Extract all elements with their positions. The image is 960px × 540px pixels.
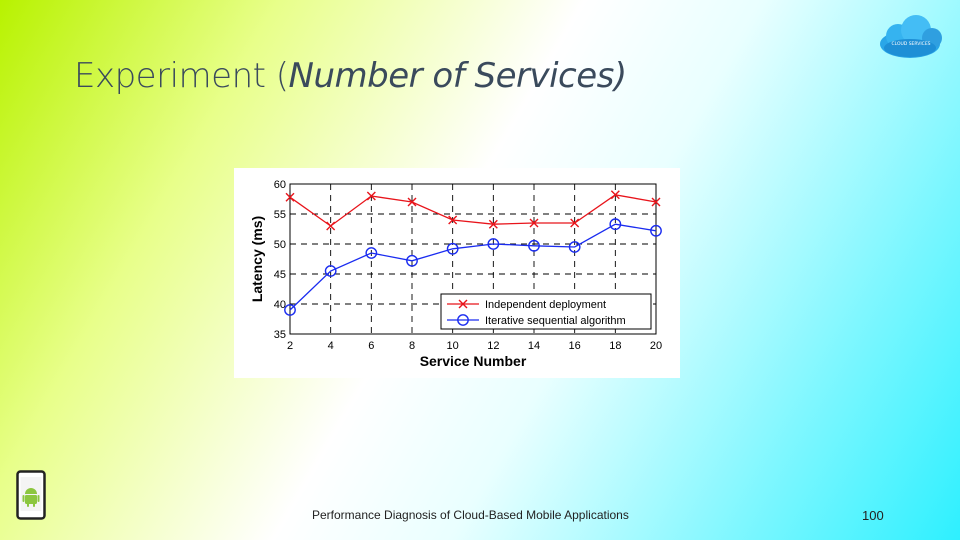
data-point-series-1 [529,218,539,228]
x-tick-label: 8 [409,340,415,352]
y-tick-label: 55 [274,209,286,221]
slide-title-italic: Number of Services) [288,56,628,96]
data-point-series-2 [650,224,662,237]
y-axis-label: Latency (ms) [249,216,265,302]
series-line-2 [289,223,657,311]
chart-panel: 2 4 6 8 10 12 14 16 18 20 35 40 45 50 55 60 Independent… [234,168,680,378]
y-tick-label: 45 [274,269,286,281]
data-point-series-2 [528,239,540,252]
x-tick-label: 14 [528,340,540,352]
data-point-series-2 [324,265,337,277]
legend-marker-2 [457,314,469,326]
x-axis-label: Service Number [420,353,527,369]
data-point-series-2 [365,247,378,259]
android-phone-icon [16,470,46,520]
x-tick-label: 10 [447,340,459,352]
data-point-series-1 [610,190,620,200]
footer-text: Performance Diagnosis of Cloud-Based Mob… [312,508,629,522]
plot-frame [289,183,657,335]
slide-title: Experiment (Number of Services) [74,56,627,96]
series-line-1 [289,194,657,227]
legend-label-independent: Independent deployment [485,299,606,311]
legend-box [440,293,652,330]
data-point-series-2 [406,254,418,267]
legend-marker-1 [458,299,468,309]
y-tick-label: 50 [274,239,286,251]
data-point-series-1 [285,192,295,202]
data-point-series-2 [284,304,296,316]
legend: Independent deployment Iterative sequent… [440,293,652,330]
page-number: 100 [862,508,884,523]
series [284,190,662,316]
data-point-series-1 [570,218,580,228]
data-point-series-2 [609,218,622,231]
y-tick-label: 60 [274,179,286,191]
x-tick-label: 4 [328,340,334,352]
x-tick-label: 20 [650,340,662,352]
legend-label-iterative: Iterative sequential algorithm [485,315,626,327]
data-point-series-2 [487,238,500,250]
data-point-series-1 [651,197,661,207]
data-point-series-1 [407,197,417,207]
x-tick-label: 16 [569,340,581,352]
data-point-series-2 [568,241,581,253]
ticks: 2 4 6 8 10 12 14 16 18 20 35 40 45 50 55 60 [274,179,662,352]
data-point-series-1 [488,219,498,229]
cloud-icon [880,15,942,58]
data-point-series-2 [446,242,459,255]
slide-title-plain: Experiment ( [74,56,289,96]
x-tick-label: 6 [368,340,374,352]
y-tick-label: 40 [274,299,286,311]
x-tick-label: 18 [609,340,621,352]
x-tick-label: 2 [287,340,293,352]
data-point-series-1 [326,221,336,231]
data-point-series-1 [448,215,458,225]
data-point-series-1 [366,191,376,201]
cloud-logo: CLOUD SERVICES [880,15,942,58]
logo-text: CLOUD SERVICES [891,41,930,47]
latency-chart: 2 4 6 8 10 12 14 16 18 20 35 40 45 50 55 60 Independent… [249,179,662,369]
y-tick-label: 35 [274,329,286,341]
x-tick-label: 12 [487,340,499,352]
